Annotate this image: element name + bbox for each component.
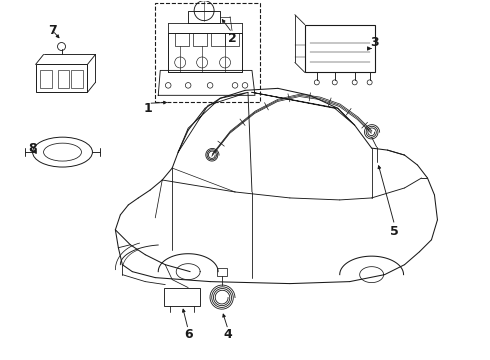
Text: 1: 1 xyxy=(144,102,153,115)
Bar xyxy=(36,64,87,92)
Bar xyxy=(57,71,70,88)
Bar xyxy=(155,3,260,102)
Bar xyxy=(217,268,227,276)
Bar xyxy=(175,32,189,45)
Bar xyxy=(211,32,225,45)
Text: 7: 7 xyxy=(48,24,57,37)
Text: 3: 3 xyxy=(370,36,379,49)
Bar xyxy=(72,71,83,88)
Text: 4: 4 xyxy=(223,328,232,341)
Bar xyxy=(225,32,239,45)
Bar xyxy=(40,71,51,88)
Text: 8: 8 xyxy=(28,141,37,155)
Text: 6: 6 xyxy=(184,328,193,341)
Text: 5: 5 xyxy=(390,225,399,238)
Bar xyxy=(164,288,200,306)
Bar xyxy=(305,24,375,72)
Bar xyxy=(193,32,207,45)
Text: 2: 2 xyxy=(228,32,236,45)
